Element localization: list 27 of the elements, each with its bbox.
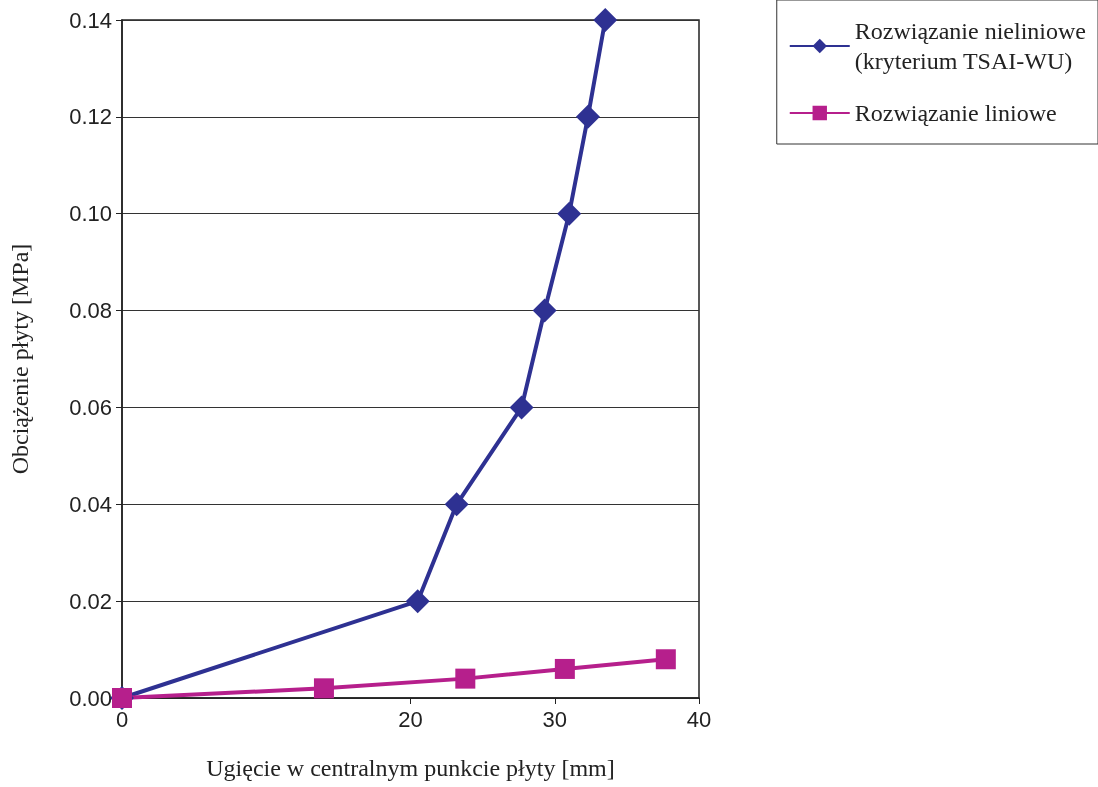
legend-label: Rozwiązanie nieliniowe (kryterium TSAI-WU)	[854, 18, 1086, 74]
point	[455, 668, 476, 689]
y-tick-label: 0.04	[69, 491, 112, 517]
y-tick-label: 0.12	[69, 104, 112, 130]
point	[313, 678, 334, 699]
y-tick-label: 0.14	[69, 7, 112, 33]
y-tick-label: 0.10	[69, 201, 112, 227]
point	[509, 395, 534, 420]
point	[444, 492, 469, 517]
point	[575, 104, 600, 129]
x-tick-label: 30	[542, 706, 567, 732]
point	[557, 201, 582, 226]
point	[405, 589, 430, 614]
y-tick-label: 0.08	[69, 298, 112, 324]
x-tick-label: 0	[115, 706, 129, 732]
legend-label: Rozwiązanie liniowe	[854, 100, 1057, 126]
point	[593, 8, 618, 32]
x-tick-label: 20	[398, 706, 423, 732]
point	[532, 298, 557, 323]
x-axis-title: Ugięcie w centralnym punkcie płyty [mm]	[206, 755, 615, 781]
y-tick-label: 0.06	[69, 394, 112, 420]
y-axis-title: Obciążenie płyty [MPa]	[7, 243, 33, 475]
point	[554, 658, 575, 679]
point	[655, 649, 676, 670]
y-tick-label: 0.02	[69, 588, 112, 614]
y-tick-label: 0.00	[69, 685, 112, 711]
x-tick-label: 40	[686, 706, 712, 732]
